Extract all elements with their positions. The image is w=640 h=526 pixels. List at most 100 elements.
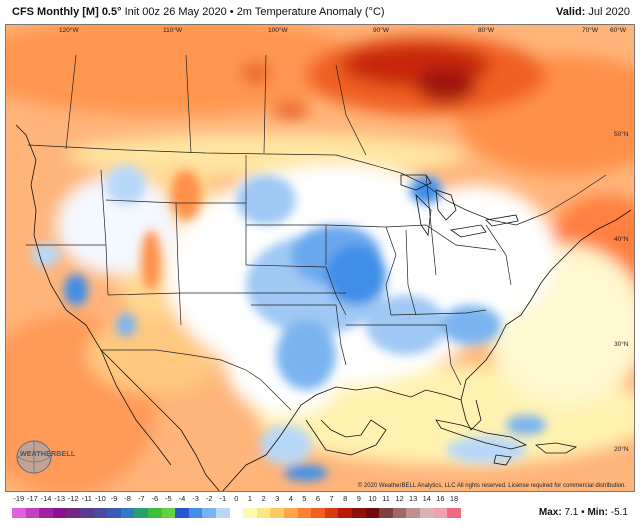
max-value: 7.1 bbox=[564, 507, 579, 518]
map-header: CFS Monthly [M] 0.5° Init 00z 26 May 202… bbox=[0, 0, 640, 24]
colorbar-label: -8 bbox=[124, 494, 131, 503]
colorbar-segment bbox=[161, 508, 176, 518]
copyright-credit: © 2020 WeatherBELL Analytics, LLC All ri… bbox=[357, 483, 626, 489]
map-panel: 120°W 110°W 100°W 90°W 80°W 70°W 60°W 50… bbox=[5, 24, 635, 492]
valid-label: Valid: bbox=[556, 6, 586, 18]
map-title: CFS Monthly [M] 0.5° Init 00z 26 May 202… bbox=[12, 6, 385, 18]
lon-label-120w: 120°W bbox=[59, 26, 79, 34]
colorbar-segment bbox=[229, 508, 244, 518]
colorbar-segment bbox=[433, 508, 448, 518]
colorbar-segment bbox=[392, 508, 407, 518]
colorbar-segment bbox=[324, 508, 339, 518]
min-label: Min: bbox=[587, 507, 608, 518]
colorbar-segment bbox=[134, 508, 149, 518]
colorbar-label: -2 bbox=[205, 494, 213, 503]
colorbar-label: -10 bbox=[94, 494, 106, 503]
colorbar-label: -12 bbox=[67, 494, 79, 503]
colorbar-segment bbox=[107, 508, 122, 518]
colorbar-label: 9 bbox=[356, 494, 361, 503]
lon-label-70w: 70°W bbox=[582, 26, 599, 34]
colorbar-label: -14 bbox=[40, 494, 52, 503]
valid-value: Jul 2020 bbox=[588, 6, 630, 18]
anomaly-map: 120°W 110°W 100°W 90°W 80°W 70°W 60°W 50… bbox=[6, 25, 634, 491]
min-value: -5.1 bbox=[610, 507, 628, 518]
colorbar-segment bbox=[202, 508, 217, 518]
colorbar-segment bbox=[25, 508, 40, 518]
colorbar-segment bbox=[148, 508, 163, 518]
max-label: Max: bbox=[538, 507, 562, 518]
colorbar-label: 11 bbox=[382, 494, 390, 503]
colorbar-segment bbox=[297, 508, 312, 518]
colorbar-label: 10 bbox=[368, 494, 377, 503]
lon-label-90w: 90°W bbox=[373, 26, 390, 34]
colorbar-label: 8 bbox=[343, 494, 348, 503]
colorbar-label: 6 bbox=[315, 494, 321, 503]
colorbar-segment bbox=[447, 508, 462, 518]
colorbar-label: -17 bbox=[26, 494, 38, 503]
latitude-labels: 50°N 40°N 30°N 20°N bbox=[614, 130, 629, 453]
weatherbell-globe-logo: WEATHERBELL bbox=[14, 437, 76, 477]
colorbar-label: 0 bbox=[234, 494, 239, 503]
colorbar-legend: -19 -17 -14 -13 -12 -11 -10 -9 -8 -7 -6 -5 -4 -3 -2 -1 0… bbox=[12, 494, 462, 524]
colorbar-label: 1 bbox=[247, 494, 253, 503]
colorbar-label: -1 bbox=[219, 494, 227, 503]
colorbar-label: 12 bbox=[395, 494, 404, 503]
colorbar-segment bbox=[188, 508, 203, 518]
colorbar-segment bbox=[284, 508, 299, 518]
colorbar-label: 4 bbox=[288, 494, 293, 503]
colorbar-label: -11 bbox=[81, 494, 92, 503]
lon-label-110w: 110°W bbox=[163, 26, 183, 34]
globe-icon bbox=[16, 440, 52, 474]
colorbar-label: 5 bbox=[302, 494, 307, 503]
colorbar-label: -7 bbox=[137, 494, 145, 503]
colorbar-segment bbox=[243, 508, 258, 518]
longitude-labels: 120°W 110°W 100°W 90°W 80°W 70°W 60°W bbox=[59, 26, 627, 34]
lon-label-60w: 60°W bbox=[610, 26, 627, 34]
colorbar-label: -3 bbox=[192, 494, 199, 503]
colorbar-label: 2 bbox=[261, 494, 266, 503]
cool-anomaly-fill bbox=[32, 165, 546, 481]
colorbar-segment bbox=[379, 508, 394, 518]
colorbar-label: -19 bbox=[13, 494, 25, 503]
lat-label-20n: 20°N bbox=[614, 445, 629, 453]
lon-label-80w: 80°W bbox=[478, 26, 495, 34]
colorbar-label: 18 bbox=[449, 494, 459, 503]
colorbar-label: -5 bbox=[165, 494, 172, 503]
colorbar-segment bbox=[311, 508, 326, 518]
colorbar-label: 7 bbox=[329, 494, 334, 503]
colorbar-segment bbox=[420, 508, 435, 518]
colorbar-segment bbox=[256, 508, 271, 518]
colorbar-label: -9 bbox=[110, 494, 118, 503]
colorbar-segment bbox=[52, 508, 67, 518]
colorbar-segment bbox=[406, 508, 421, 518]
colorbar-segment bbox=[175, 508, 190, 518]
colorbar-segment bbox=[270, 508, 285, 518]
lon-label-100w: 100°W bbox=[268, 26, 288, 34]
colorbar-label: 13 bbox=[409, 494, 418, 503]
colorbar-segment bbox=[352, 508, 367, 518]
colorbar-label: 3 bbox=[275, 494, 280, 503]
colorbar-segment bbox=[12, 508, 27, 518]
field-name: 2m Temperature Anomaly (°C) bbox=[236, 6, 385, 18]
logo-text: WEATHERBELL bbox=[20, 451, 76, 458]
max-min-stats: Max: 7.1 • Min: -5.1 bbox=[539, 507, 628, 518]
colorbar-label: -4 bbox=[178, 494, 186, 503]
colorbar-label: 14 bbox=[422, 494, 431, 503]
coastlines bbox=[15, 124, 632, 491]
colorbar-label: -6 bbox=[151, 494, 159, 503]
colorbar-segment bbox=[120, 508, 135, 518]
colorbar-segment bbox=[365, 508, 380, 518]
lat-label-30n: 30°N bbox=[614, 340, 629, 348]
colorbar-segment bbox=[66, 508, 81, 518]
colorbar-label: -13 bbox=[54, 494, 66, 503]
stats-separator: • bbox=[581, 507, 585, 518]
valid-time: Valid: Jul 2020 bbox=[556, 6, 630, 18]
colorbar-segment bbox=[93, 508, 108, 518]
colorbar-segment bbox=[39, 508, 54, 518]
colorbar-label: 16 bbox=[436, 494, 445, 503]
great-lakes bbox=[400, 174, 519, 238]
colorbar-segment bbox=[216, 508, 231, 518]
lat-label-50n: 50°N bbox=[614, 130, 629, 138]
title-separator: • bbox=[229, 6, 234, 18]
colorbar-segment bbox=[338, 508, 353, 518]
